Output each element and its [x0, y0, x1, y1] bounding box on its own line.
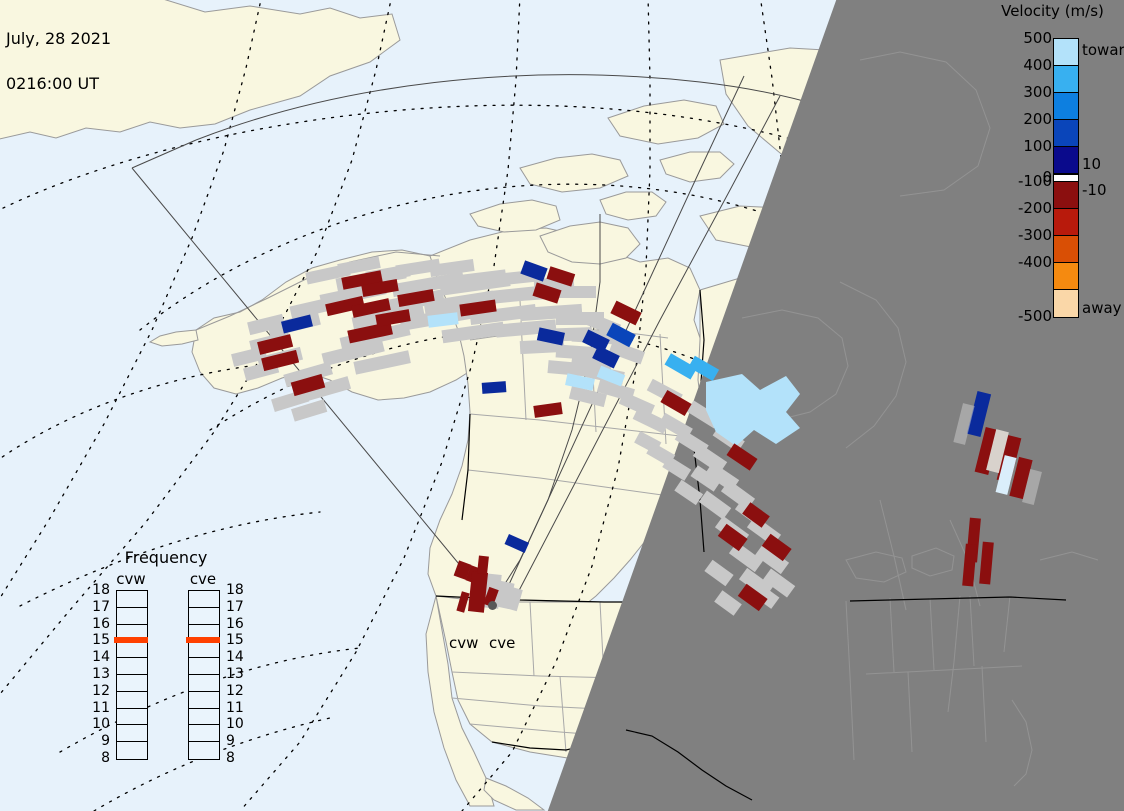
frequency-legend: Frequency cvw 18 17 16 15 14 13 12 11 10 9 8 cve 18 17… — [88, 548, 248, 783]
gauge-cell — [189, 709, 219, 726]
colorbar-gradient — [1053, 38, 1079, 318]
colorbar-segment — [1054, 174, 1078, 182]
gauge-tick-label: 11 — [226, 699, 244, 716]
gauge-cell — [189, 725, 219, 743]
night-side-national-borders — [625, 447, 1067, 801]
colorbar-tick: 300 — [1023, 83, 1052, 101]
gauge-cell — [189, 675, 219, 692]
frequency-gauge-cve — [188, 590, 220, 760]
colorbar-segment — [1054, 209, 1078, 236]
velocity-cells-away — [257, 266, 1033, 613]
colorbar-segment — [1054, 93, 1078, 120]
colorbar-tick: 200 — [1023, 110, 1052, 128]
gauge-tick-label: 17 — [226, 598, 244, 615]
velocity-cells-toward — [280, 260, 800, 553]
east-radar-scatter — [953, 403, 1042, 505]
colorbar-tick: -400 — [1017, 253, 1052, 271]
timestamp: July, 28 2021 0216:00 UT — [6, 1, 111, 121]
gauge-cell — [117, 709, 147, 726]
gauge-cell — [117, 742, 147, 759]
gauge-cell — [117, 692, 147, 709]
gauge-cell — [117, 591, 147, 608]
gauge-cell — [117, 641, 147, 659]
gauge-tick-label: 15 — [226, 632, 244, 649]
site-label-cvw: cvw — [449, 634, 479, 652]
colorbar-tick: -200 — [1017, 199, 1052, 217]
colorbar-tick: 100 — [1023, 137, 1052, 155]
gauge-tick-label: 18 — [92, 582, 110, 598]
colorbar-tick: -100 — [1017, 172, 1052, 190]
gauge-cell — [189, 742, 219, 759]
gauge-cell — [117, 675, 147, 692]
gauge-tick-label: 10 — [226, 716, 244, 733]
gauge-tick-label: 16 — [226, 615, 244, 632]
colorbar-title: Velocity (m/s) — [1001, 2, 1104, 20]
gauge-marker-cvw — [114, 637, 148, 644]
gauge-tick-label: 14 — [226, 649, 244, 666]
gauge-tick-label: 9 — [101, 733, 110, 750]
colorbar-segment — [1054, 182, 1078, 209]
colorbar-segment — [1054, 39, 1078, 66]
ground-scatter-cells — [231, 256, 796, 616]
site-label-cve: cve — [489, 634, 516, 652]
gauge-tick-label: 15 — [92, 632, 110, 649]
colorbar-tick: -500 — [1017, 307, 1052, 325]
colorbar-tick: 0 — [1042, 168, 1052, 186]
gauge-cell — [117, 658, 147, 675]
gauge-tick-label: 10 — [92, 716, 110, 733]
colorbar-segment — [1054, 147, 1078, 174]
gauge-tick-label: 12 — [92, 682, 110, 699]
gauge-tick-label: 13 — [92, 666, 110, 682]
radar-site-marker — [488, 601, 497, 610]
gauge-tick-label: 11 — [92, 699, 110, 716]
colorbar-toward-label: toward — [1082, 41, 1124, 59]
colorbar-tick: 400 — [1023, 56, 1052, 74]
colorbar-away-label: away — [1082, 299, 1122, 317]
timestamp-date: July, 28 2021 — [6, 29, 112, 48]
gauge-tick-label: 9 — [226, 733, 235, 750]
colorbar-segment — [1054, 290, 1078, 317]
gauge-tick-label: 12 — [226, 682, 244, 699]
colorbar-segment — [1054, 120, 1078, 147]
colorbar-tick: 500 — [1023, 29, 1052, 47]
gauge-cell — [189, 608, 219, 625]
colorbar-segment — [1054, 66, 1078, 93]
gauge-tick-label: 8 — [101, 750, 110, 766]
gauge-tick-label: 8 — [226, 750, 235, 766]
timestamp-time: 0216:00 UT — [6, 74, 100, 93]
terminator-overlay — [547, 0, 1124, 811]
gauge-marker-cve — [186, 637, 220, 644]
colorbar-segment — [1054, 263, 1078, 290]
gauge-cell — [117, 725, 147, 743]
frequency-gauge-cvw — [116, 590, 148, 760]
colorbar-negative-threshold: -10 — [1082, 181, 1107, 199]
gauge-cell — [189, 658, 219, 675]
colorbar-positive-threshold: 10 — [1082, 155, 1102, 173]
gauge-title-cvw: cvw — [116, 570, 146, 588]
gauge-tick-label: 18 — [226, 582, 244, 598]
gauge-title-cve: cve — [189, 570, 217, 588]
gauge-cell — [189, 641, 219, 659]
gauge-tick-label: 17 — [92, 598, 110, 615]
velocity-colorbar: Velocity (m/s) 500 400 300 200 100 0 -100 -200 -… — [985, 0, 1124, 340]
gauge-tick-label: 16 — [92, 615, 110, 632]
velocity-cells-east-radar — [966, 390, 1017, 495]
gauge-tick-label: 14 — [92, 649, 110, 666]
colorbar-segment — [1054, 236, 1078, 263]
gauge-tick-label: 13 — [226, 666, 244, 682]
colorbar-tick: -300 — [1017, 226, 1052, 244]
frequency-title: Frequency — [124, 548, 208, 567]
gauge-cell — [189, 591, 219, 608]
gauge-cell — [117, 608, 147, 625]
gauge-cell — [189, 692, 219, 709]
